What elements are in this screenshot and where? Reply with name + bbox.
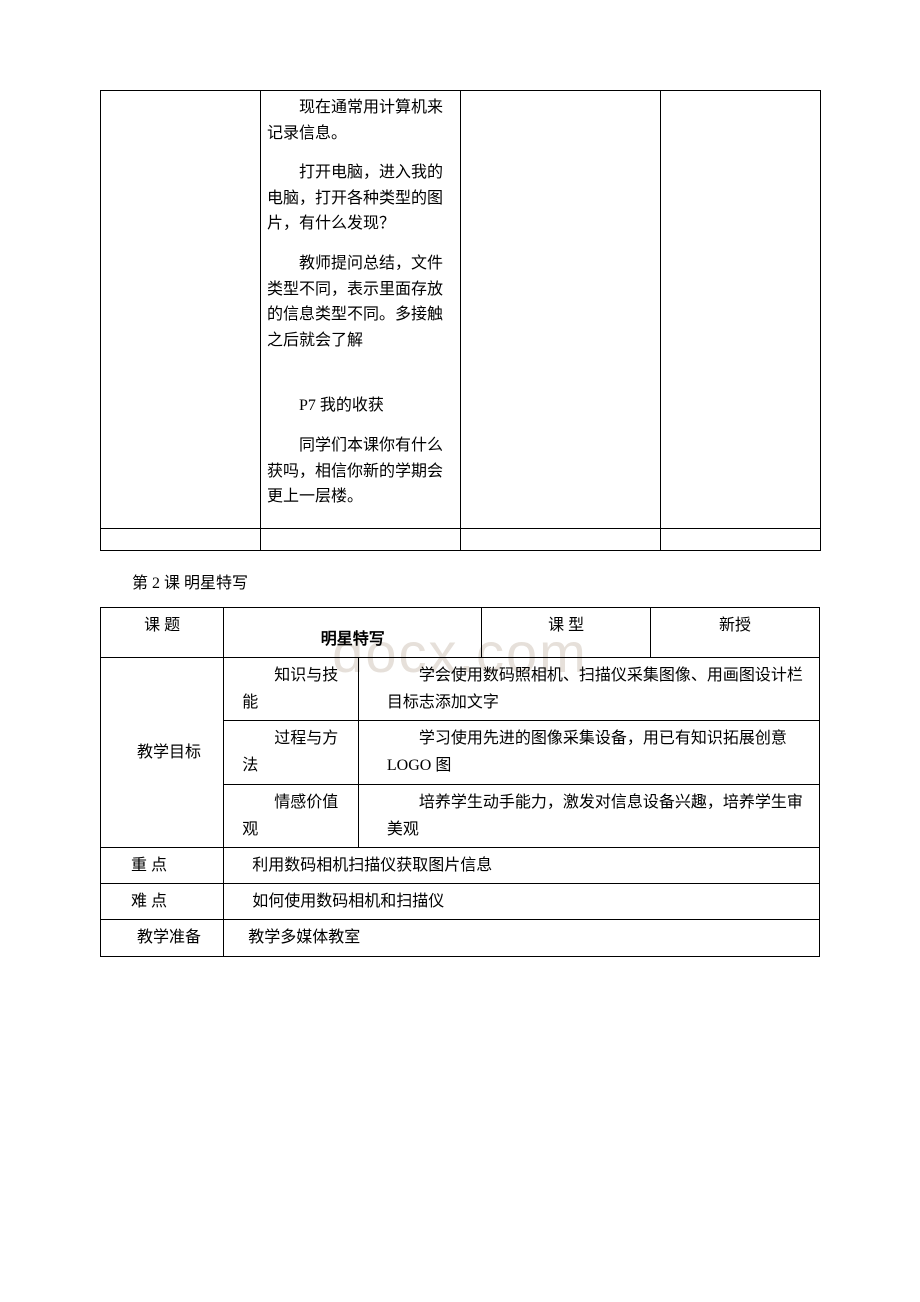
empty-cell bbox=[261, 528, 461, 550]
prep-value-cell: 教学多媒体教室 bbox=[224, 920, 820, 956]
goal-label-cell: 教学目标 bbox=[101, 657, 224, 847]
body-text: P7 我的收获 bbox=[267, 393, 454, 419]
table-row: 教学目标 知识与技能 学会使用数码照相机、扫描仪采集图像、用画图设计栏目标志添加… bbox=[101, 657, 820, 720]
focus-value: 利用数码相机扫描仪获取图片信息 bbox=[224, 848, 820, 884]
goal2-key: 过程与方法 bbox=[224, 721, 359, 784]
page-content: 现在通常用计算机来记录信息。 打开电脑，进入我的电脑，打开各种类型的图片，有什么… bbox=[0, 0, 920, 957]
topic-value: 明星特写 bbox=[230, 616, 475, 653]
goal1-val: 学会使用数码照相机、扫描仪采集图像、用画图设计栏目标志添加文字 bbox=[358, 657, 819, 720]
goal-label: 教学目标 bbox=[107, 739, 217, 766]
goal3-val: 培养学生动手能力，激发对信息设备兴趣，培养学生审美观 bbox=[358, 784, 819, 847]
type-value-cell: 新授 bbox=[651, 607, 820, 657]
goal-key-text: 情感价值观 bbox=[242, 789, 352, 843]
upper-col2: 现在通常用计算机来记录信息。 打开电脑，进入我的电脑，打开各种类型的图片，有什么… bbox=[261, 91, 461, 529]
goal-val-text: 学会使用数码照相机、扫描仪采集图像、用画图设计栏目标志添加文字 bbox=[387, 662, 813, 716]
upper-col1 bbox=[101, 91, 261, 529]
goal3-key: 情感价值观 bbox=[224, 784, 359, 847]
body-text: 同学们本课你有什么获吗，相信你新的学期会更上一层楼。 bbox=[267, 433, 454, 510]
empty-cell bbox=[461, 528, 661, 550]
focus-label: 重 点 bbox=[101, 848, 224, 884]
table-row: 现在通常用计算机来记录信息。 打开电脑，进入我的电脑，打开各种类型的图片，有什么… bbox=[101, 91, 821, 529]
table-row: 重 点 利用数码相机扫描仪获取图片信息 bbox=[101, 848, 820, 884]
type-label-cell: 课 型 bbox=[482, 607, 651, 657]
table-row: 难 点 如何使用数码相机和扫描仪 bbox=[101, 884, 820, 920]
empty-cell bbox=[101, 528, 261, 550]
upper-col3 bbox=[461, 91, 661, 529]
topic-value-cell: 明星特写 bbox=[224, 607, 482, 657]
table-row: 教学准备 教学多媒体教室 bbox=[101, 920, 820, 956]
goal1-key: 知识与技能 bbox=[224, 657, 359, 720]
goal-key-text: 过程与方法 bbox=[242, 725, 352, 779]
section-title: 第 2 课 明星特写 bbox=[132, 569, 820, 593]
prep-label-cell: 教学准备 bbox=[101, 920, 224, 956]
empty-cell bbox=[661, 528, 821, 550]
prep-label: 教学准备 bbox=[107, 924, 217, 951]
upper-table: 现在通常用计算机来记录信息。 打开电脑，进入我的电脑，打开各种类型的图片，有什么… bbox=[100, 90, 821, 551]
table-row: 课 题 明星特写 课 型 新授 bbox=[101, 607, 820, 657]
upper-col4 bbox=[661, 91, 821, 529]
goal-val-text: 培养学生动手能力，激发对信息设备兴趣，培养学生审美观 bbox=[387, 789, 813, 843]
body-text: 现在通常用计算机来记录信息。 bbox=[267, 95, 454, 146]
table-row-empty bbox=[101, 528, 821, 550]
lesson-plan-table: 课 题 明星特写 课 型 新授 教学目标 知识与技能 学会使用数码照相机、扫描仪… bbox=[100, 607, 820, 957]
goal-val-text: 学习使用先进的图像采集设备，用已有知识拓展创意 LOGO 图 bbox=[387, 725, 813, 779]
goal2-val: 学习使用先进的图像采集设备，用已有知识拓展创意 LOGO 图 bbox=[358, 721, 819, 784]
body-text: 教师提问总结，文件类型不同，表示里面存放的信息类型不同。多接触之后就会了解 bbox=[267, 251, 454, 353]
goal-key-text: 知识与技能 bbox=[242, 662, 352, 716]
prep-value: 教学多媒体教室 bbox=[230, 924, 813, 951]
topic-label-cell: 课 题 bbox=[101, 607, 224, 657]
body-text: 打开电脑，进入我的电脑，打开各种类型的图片，有什么发现？ bbox=[267, 160, 454, 237]
difficulty-value: 如何使用数码相机和扫描仪 bbox=[224, 884, 820, 920]
difficulty-label: 难 点 bbox=[101, 884, 224, 920]
topic-label: 课 题 bbox=[107, 612, 217, 639]
